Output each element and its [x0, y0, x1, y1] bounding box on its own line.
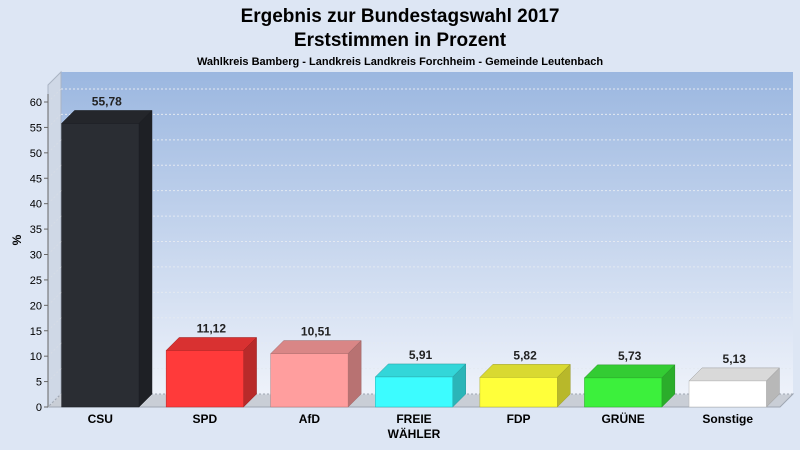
gridline-side	[47, 317, 62, 332]
bar-freie-w-hler: 5,91	[374, 348, 467, 408]
data-label: 11,12	[197, 321, 227, 335]
bar-front	[61, 123, 140, 408]
y-tick-label: 15	[30, 326, 42, 338]
bar-front	[688, 380, 767, 408]
bars: 55,78 11,12 10,51 5,91 5,82 5,73 5,13	[60, 94, 781, 408]
y-tick-label: 0	[36, 402, 42, 414]
bar-top	[270, 340, 362, 354]
bar-front	[165, 350, 244, 408]
gridline-side	[47, 393, 62, 408]
gridline-side	[47, 114, 62, 128]
bar-fdp: 5,82	[479, 348, 571, 408]
gridline-side	[47, 215, 62, 230]
bar-gr-ne: 5,73	[583, 349, 676, 408]
chart-caption: Wahlkreis Bamberg - Landkreis Landkreis …	[197, 56, 603, 68]
y-tick-label: 40	[30, 199, 42, 211]
data-label: 5,13	[723, 352, 747, 366]
y-tick-label: 35	[30, 224, 42, 236]
x-tick-label: SPD	[193, 412, 218, 426]
y-tick-label: 50	[30, 148, 42, 160]
data-label: 5,82	[513, 348, 537, 362]
chart-title: Ergebnis zur Bundestagswahl 2017	[241, 6, 560, 27]
x-axis: CSU SPD AfD FREIE WÄHLER FDP GRÜNE Sonstige	[88, 411, 754, 441]
gridline-side	[47, 266, 62, 281]
y-tick-label: 20	[30, 300, 42, 312]
y-axis-label: %	[10, 234, 24, 245]
x-tick-label: AfD	[299, 412, 321, 426]
bar-top	[374, 363, 467, 378]
bar-top	[165, 337, 258, 351]
x-tick-label: CSU	[88, 412, 113, 426]
data-label: 55,78	[92, 94, 122, 108]
data-label: 5,91	[409, 348, 433, 362]
x-tick-label: FDP	[507, 412, 531, 426]
gridline-side	[47, 190, 62, 205]
x-tick-label: FREIE WÄHLER	[388, 412, 441, 441]
plot-left-wall	[47, 70, 62, 409]
bar-front	[584, 377, 663, 408]
gridline-side	[47, 342, 62, 357]
gridline-side	[47, 88, 62, 103]
bar-top	[60, 110, 153, 124]
gridline-side	[47, 368, 62, 382]
bar-side	[138, 109, 153, 408]
y-tick-label: 55	[30, 122, 42, 134]
bar-sonstige: 5,13	[688, 352, 781, 408]
bar-top	[688, 367, 781, 382]
bar-top	[479, 364, 571, 378]
y-axis: 0 5 10 15 20 25 30 35 40 45 50 55 60	[30, 94, 49, 414]
data-label: 5,73	[618, 349, 642, 363]
y-tick-label: 60	[30, 97, 42, 109]
y-tick-label: 25	[30, 275, 42, 287]
bar-front	[270, 353, 349, 408]
gridline-side	[47, 291, 62, 306]
bar-csu: 55,78	[60, 94, 153, 408]
data-label: 10,51	[301, 325, 331, 339]
y-tick-label: 45	[30, 173, 42, 185]
y-tick-label: 5	[36, 377, 42, 389]
gridline-side	[47, 139, 62, 154]
chart-subtitle: Erststimmen in Prozent	[294, 30, 507, 51]
bar-spd: 11,12	[165, 321, 258, 408]
y-tick-label: 10	[30, 351, 42, 363]
bar-afd: 10,51	[270, 325, 362, 408]
y-tick-label: 30	[30, 250, 42, 262]
bar-front	[479, 377, 558, 408]
bar-top	[583, 364, 676, 379]
x-tick-label: Sonstige	[702, 412, 753, 426]
x-tick-label: GRÜNE	[601, 411, 644, 426]
gridline-side	[47, 241, 62, 255]
bar-front	[375, 376, 453, 408]
gridline-side	[47, 164, 62, 179]
